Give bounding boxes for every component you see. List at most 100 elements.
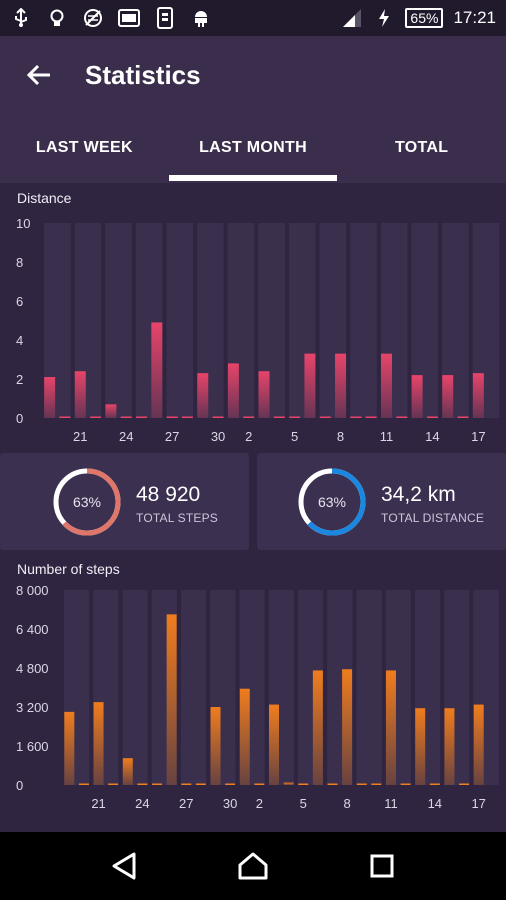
total-distance-value: 34,2 km [381, 483, 456, 506]
bar [426, 416, 438, 418]
total-steps-card: 63% 48 920 TOTAL STEPS [0, 453, 249, 550]
page-title: Statistics [85, 60, 201, 90]
bar [400, 783, 411, 785]
steps-percent: 63% [72, 494, 102, 510]
y-tick-label: 4 800 [16, 661, 49, 676]
distance-chart-panel: Distance 0 2 4 6 8 10 21 24 27 30 2 5 8 11 14 17 [0, 183, 506, 450]
steps-chart-panel: Number of steps 0 1 600 3 200 4 800 6 400 8 0… [0, 552, 506, 830]
bar [122, 758, 133, 785]
bar [59, 416, 71, 418]
x-tick-label: 8 [343, 796, 350, 811]
navigation-bar [0, 832, 506, 900]
bar [64, 711, 75, 785]
x-tick-label: 2 [245, 429, 252, 444]
nav-home-icon [238, 852, 268, 880]
bar [312, 670, 323, 785]
fk-app-icon [118, 7, 140, 29]
period-tabs: LAST WEEK LAST MONTH TOTAL [0, 128, 506, 183]
status-bar: 65% 17:21 [0, 0, 506, 36]
back-button[interactable] [22, 58, 56, 92]
bar [225, 783, 236, 785]
column-band [166, 223, 194, 418]
x-tick-label: 27 [165, 429, 179, 444]
column-band [356, 590, 382, 785]
bar [74, 371, 86, 418]
x-tick-label: 21 [73, 429, 87, 444]
column-band [350, 223, 377, 418]
bar [342, 669, 353, 785]
bar [120, 416, 132, 418]
bar [137, 783, 148, 785]
bar [243, 416, 255, 418]
bar [298, 783, 309, 785]
x-tick-label: 24 [135, 796, 149, 811]
bar [444, 708, 455, 785]
bar [197, 373, 209, 418]
bar [227, 363, 239, 418]
bar [365, 416, 377, 418]
y-tick-label: 10 [16, 216, 30, 231]
bar [473, 704, 484, 785]
bar [105, 404, 117, 418]
bar [273, 416, 285, 418]
tab-last-month[interactable]: LAST MONTH [168, 128, 338, 183]
x-tick-label: 17 [471, 429, 485, 444]
bar [283, 782, 294, 785]
bar [385, 670, 396, 785]
bar [44, 377, 56, 418]
bar [93, 702, 104, 785]
bar [304, 353, 316, 418]
bar [258, 371, 270, 418]
nav-home-button[interactable] [233, 846, 273, 886]
bar [78, 783, 89, 785]
steps-chart-title: Number of steps [17, 561, 120, 577]
x-tick-label: 21 [91, 796, 105, 811]
nav-recents-icon [370, 854, 394, 878]
charging-icon [373, 7, 395, 29]
bar [90, 416, 102, 418]
bar [396, 416, 408, 418]
bar [380, 353, 392, 418]
bar [195, 783, 206, 785]
x-tick-label: 30 [223, 796, 237, 811]
y-tick-label: 8 000 [16, 583, 49, 598]
lightbulb-icon [46, 7, 68, 29]
total-distance-caption: TOTAL DISTANCE [381, 511, 485, 525]
bar [108, 783, 119, 785]
bar [151, 322, 163, 418]
y-tick-label: 0 [16, 778, 23, 793]
tab-total[interactable]: TOTAL [395, 139, 449, 156]
app-bar: Statistics LAST WEEK LAST MONTH TOTAL [0, 36, 506, 183]
distance-percent: 63% [317, 494, 347, 510]
y-tick-label: 0 [16, 411, 23, 426]
bar [319, 416, 331, 418]
bar [136, 416, 148, 418]
no-network-icon [82, 7, 104, 29]
arrow-left-icon [26, 64, 50, 86]
signal-icon [341, 7, 363, 29]
bar [210, 707, 221, 785]
nav-back-button[interactable] [104, 846, 144, 886]
y-tick-label: 1 600 [16, 739, 49, 754]
steps-progress-ring [53, 468, 121, 536]
nav-recents-button[interactable] [362, 846, 402, 886]
bar [335, 353, 347, 418]
bar [472, 373, 484, 418]
nav-back-icon [112, 852, 136, 880]
bar [269, 704, 279, 785]
distance-chart-title: Distance [17, 190, 72, 206]
bar [212, 416, 224, 418]
android-icon [190, 7, 212, 29]
bar [411, 375, 423, 418]
distance-progress-ring [298, 468, 366, 536]
tab-last-week[interactable]: LAST WEEK [35, 139, 133, 156]
usb-icon [10, 7, 32, 29]
bar [152, 783, 163, 785]
x-tick-label: 24 [119, 429, 133, 444]
bar [457, 416, 469, 418]
bar [254, 783, 265, 785]
bar [356, 783, 367, 785]
clock: 17:21 [453, 8, 496, 27]
x-tick-label: 14 [428, 796, 442, 811]
